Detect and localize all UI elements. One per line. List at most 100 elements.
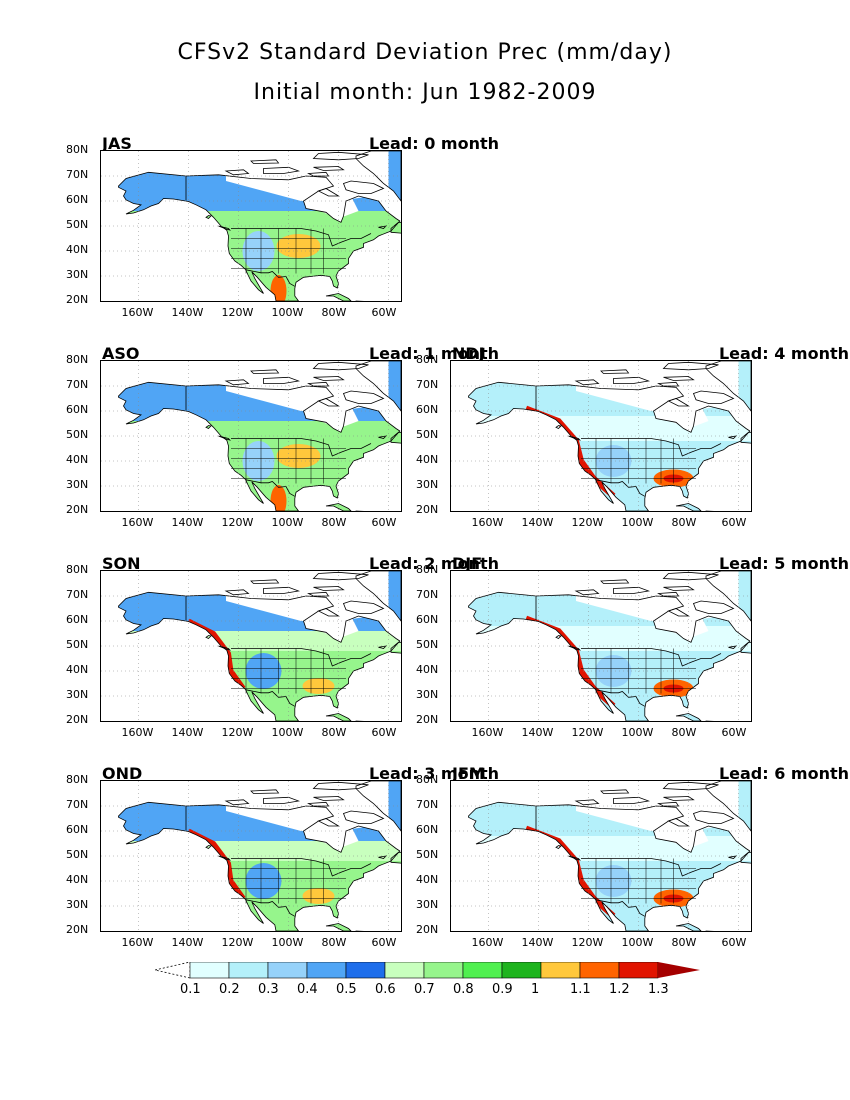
precip-map bbox=[450, 570, 752, 722]
lat-label: 40N bbox=[66, 243, 89, 256]
lat-label: 60N bbox=[66, 403, 89, 416]
panel-ndj: NDJ Lead: 4 month 80N 70N 60N 50N 40N 30N 20N 1… bbox=[416, 344, 849, 568]
lon-label: 160W bbox=[471, 516, 504, 529]
lat-label: 20N bbox=[416, 503, 439, 516]
lon-label: 160W bbox=[121, 306, 154, 319]
colorbar-cell bbox=[306, 961, 347, 979]
coastline bbox=[468, 361, 751, 511]
map-svg bbox=[101, 151, 401, 301]
lon-label: 120W bbox=[221, 516, 254, 529]
colorbar-label: 1.1 bbox=[570, 982, 591, 997]
lon-label: 120W bbox=[221, 936, 254, 949]
colorbar-label: 0.3 bbox=[258, 982, 279, 997]
lat-label: 80N bbox=[416, 773, 439, 786]
lat-label: 50N bbox=[416, 638, 439, 651]
colorbar-label: 0.4 bbox=[297, 982, 318, 997]
panel-lead-label: Lead: 6 month bbox=[718, 764, 849, 783]
precip-map bbox=[100, 360, 402, 512]
precip-map bbox=[450, 360, 752, 512]
panel-lead-label: Lead: 5 month bbox=[718, 554, 849, 573]
lon-label: 100W bbox=[621, 516, 654, 529]
lon-label: 100W bbox=[271, 726, 304, 739]
colorbar-cell bbox=[345, 961, 386, 979]
map-svg bbox=[101, 781, 401, 931]
colorbar-label: 1.3 bbox=[648, 982, 669, 997]
colorbar-cell bbox=[384, 961, 425, 979]
lat-label: 40N bbox=[66, 663, 89, 676]
colorbar-cell bbox=[189, 961, 230, 979]
lat-label: 70N bbox=[66, 798, 89, 811]
lat-label: 50N bbox=[416, 428, 439, 441]
lat-label: 30N bbox=[416, 478, 439, 491]
panel-season-label: OND bbox=[102, 764, 143, 783]
lon-label: 100W bbox=[621, 726, 654, 739]
panel-lead-label: Lead: 2 month bbox=[368, 554, 499, 573]
colorbar-cell bbox=[501, 961, 542, 979]
lat-label: 70N bbox=[416, 588, 439, 601]
lon-label: 80W bbox=[671, 726, 697, 739]
graticule bbox=[451, 361, 751, 511]
panel-season-label: JAS bbox=[102, 134, 132, 153]
lon-label: 120W bbox=[571, 936, 604, 949]
lon-label: 60W bbox=[721, 936, 747, 949]
panel-lead-label: Lead: 1 month bbox=[368, 344, 499, 363]
colorbar-graphic bbox=[154, 961, 700, 979]
lon-label: 120W bbox=[571, 726, 604, 739]
panel-lead-label: Lead: 0 month bbox=[368, 134, 499, 153]
lon-label: 160W bbox=[121, 516, 154, 529]
lat-label: 80N bbox=[416, 353, 439, 366]
colorbar-label: 0.1 bbox=[180, 982, 201, 997]
lat-label: 40N bbox=[416, 453, 439, 466]
colorbar-cell bbox=[540, 961, 581, 979]
graticule bbox=[101, 571, 401, 721]
lon-label: 140W bbox=[171, 936, 204, 949]
colorbar-underflow bbox=[154, 961, 191, 979]
panel-lead-label: Lead: 3 month bbox=[368, 764, 499, 783]
lat-label: 70N bbox=[66, 168, 89, 181]
colorbar-label: 0.7 bbox=[414, 982, 435, 997]
panel-season-label: NDJ bbox=[452, 344, 485, 363]
lon-label: 60W bbox=[371, 516, 397, 529]
lat-label: 50N bbox=[416, 848, 439, 861]
colorbar-label: 0.5 bbox=[336, 982, 357, 997]
lon-label: 80W bbox=[671, 516, 697, 529]
graticule bbox=[451, 781, 751, 931]
graticule bbox=[101, 781, 401, 931]
lat-label: 70N bbox=[66, 588, 89, 601]
lat-label: 20N bbox=[66, 713, 89, 726]
lon-label: 80W bbox=[321, 936, 347, 949]
precip-map bbox=[100, 570, 402, 722]
panel-ond: OND Lead: 3 month 80N 70N 60N 50N 40N 30N 20N 1… bbox=[66, 764, 499, 988]
lat-label: 50N bbox=[66, 218, 89, 231]
lat-label: 80N bbox=[66, 353, 89, 366]
colorbar-label: 0.9 bbox=[492, 982, 513, 997]
panel-djf: DJF Lead: 5 month 80N 70N 60N 50N 40N 30N 20N 1… bbox=[416, 554, 849, 778]
graticule bbox=[101, 361, 401, 511]
figure-title: CFSv2 Standard Deviation Prec (mm/day) bbox=[177, 40, 673, 65]
map-svg bbox=[451, 361, 751, 511]
colorbar-cell bbox=[267, 961, 308, 979]
map-svg bbox=[451, 781, 751, 931]
colorbar-label: 0.6 bbox=[375, 982, 396, 997]
colorbar-label: 1 bbox=[531, 982, 540, 997]
precip-map bbox=[100, 150, 402, 302]
lat-label: 80N bbox=[416, 563, 439, 576]
panel-season-label: SON bbox=[102, 554, 141, 573]
lon-label: 60W bbox=[371, 726, 397, 739]
lat-label: 20N bbox=[66, 923, 89, 936]
colorbar-label: 0.8 bbox=[453, 982, 474, 997]
lat-label: 80N bbox=[66, 143, 89, 156]
lat-label: 70N bbox=[416, 798, 439, 811]
lon-label: 120W bbox=[221, 306, 254, 319]
coastline bbox=[118, 781, 401, 931]
lat-label: 30N bbox=[66, 478, 89, 491]
lat-label: 20N bbox=[416, 713, 439, 726]
lat-label: 40N bbox=[416, 873, 439, 886]
lat-label: 30N bbox=[66, 688, 89, 701]
lat-label: 60N bbox=[416, 823, 439, 836]
figure-subtitle: Initial month: Jun 1982-2009 bbox=[253, 80, 597, 105]
lat-label: 80N bbox=[66, 563, 89, 576]
map-svg bbox=[451, 571, 751, 721]
lat-label: 40N bbox=[66, 873, 89, 886]
lat-label: 20N bbox=[66, 293, 89, 306]
